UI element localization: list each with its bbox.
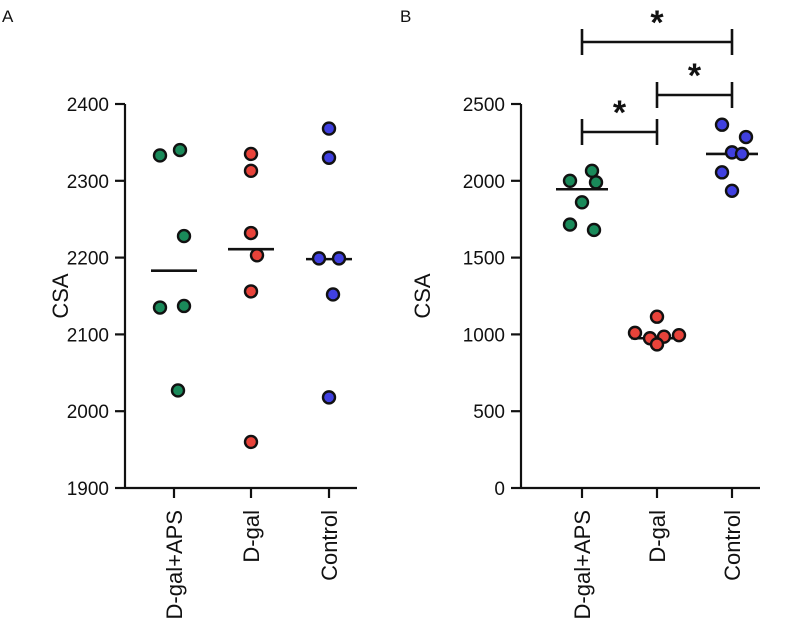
data-point: [152, 300, 168, 315]
y-tick-label: 2500: [463, 95, 505, 116]
y-tick-label: 2000: [463, 172, 505, 193]
y-tick-label: 2200: [67, 249, 109, 270]
data-point: [243, 434, 259, 450]
data-point: [584, 163, 600, 179]
data-point: [627, 325, 643, 341]
x-tick-label: D-gal+APS: [570, 510, 595, 619]
data-point: [562, 217, 578, 232]
significance-star: *: [650, 4, 664, 42]
data-point: [311, 251, 327, 266]
y-tick-label: 2400: [67, 95, 109, 116]
x-tick-label: D-gal: [645, 510, 670, 563]
y-tick-label: 2100: [67, 325, 109, 346]
data-point: [249, 248, 265, 263]
x-tick-label: D-gal+APS: [162, 510, 187, 619]
y-tick-label: 500: [473, 402, 505, 423]
significance-star: *: [688, 57, 702, 95]
data-point: [243, 146, 259, 162]
data-point: [649, 337, 665, 352]
data-point: [562, 173, 578, 189]
y-tick-label: 1900: [67, 479, 109, 500]
data-point: [724, 183, 740, 198]
data-point: [243, 284, 259, 299]
data-point: [734, 146, 750, 162]
data-point: [331, 251, 347, 266]
data-point: [321, 390, 337, 405]
data-point: [586, 222, 602, 238]
data-point: [176, 228, 192, 244]
panel-b: B 0 500 1000 1500 2000 2500 CSA D-gal+APS D-gal Co…: [400, 4, 760, 619]
data-point: [172, 142, 188, 158]
data-point: [588, 175, 604, 190]
data-point: [671, 327, 687, 343]
data-point: [574, 195, 590, 210]
panel-label: A: [2, 7, 14, 26]
data-point: [176, 298, 192, 314]
data-point: [649, 309, 665, 324]
data-point: [243, 163, 259, 179]
data-point: [738, 129, 754, 145]
y-tick-label: 2000: [67, 402, 109, 423]
significance-star: *: [613, 94, 627, 132]
y-tick-label: 2300: [67, 172, 109, 193]
y-tick-label: 0: [494, 479, 505, 500]
panel-a: A 1900 2000 2100 2200 2300 2400 CSA D-gal+APS D-g…: [2, 7, 357, 619]
data-point: [321, 150, 337, 165]
data-point: [714, 165, 730, 180]
data-point: [714, 117, 730, 132]
data-point: [325, 287, 341, 302]
y-tick-label: 1000: [463, 325, 505, 346]
y-axis-title: CSA: [410, 273, 435, 319]
x-tick-label: Control: [317, 510, 342, 581]
data-point: [170, 383, 186, 398]
y-axis-title: CSA: [48, 273, 73, 319]
data-point: [243, 225, 259, 241]
x-tick-label: D-gal: [239, 510, 264, 563]
data-point: [152, 148, 168, 163]
y-tick-label: 1500: [463, 249, 505, 270]
panel-label: B: [400, 7, 411, 26]
x-tick-label: Control: [720, 510, 745, 581]
data-point: [321, 121, 337, 136]
